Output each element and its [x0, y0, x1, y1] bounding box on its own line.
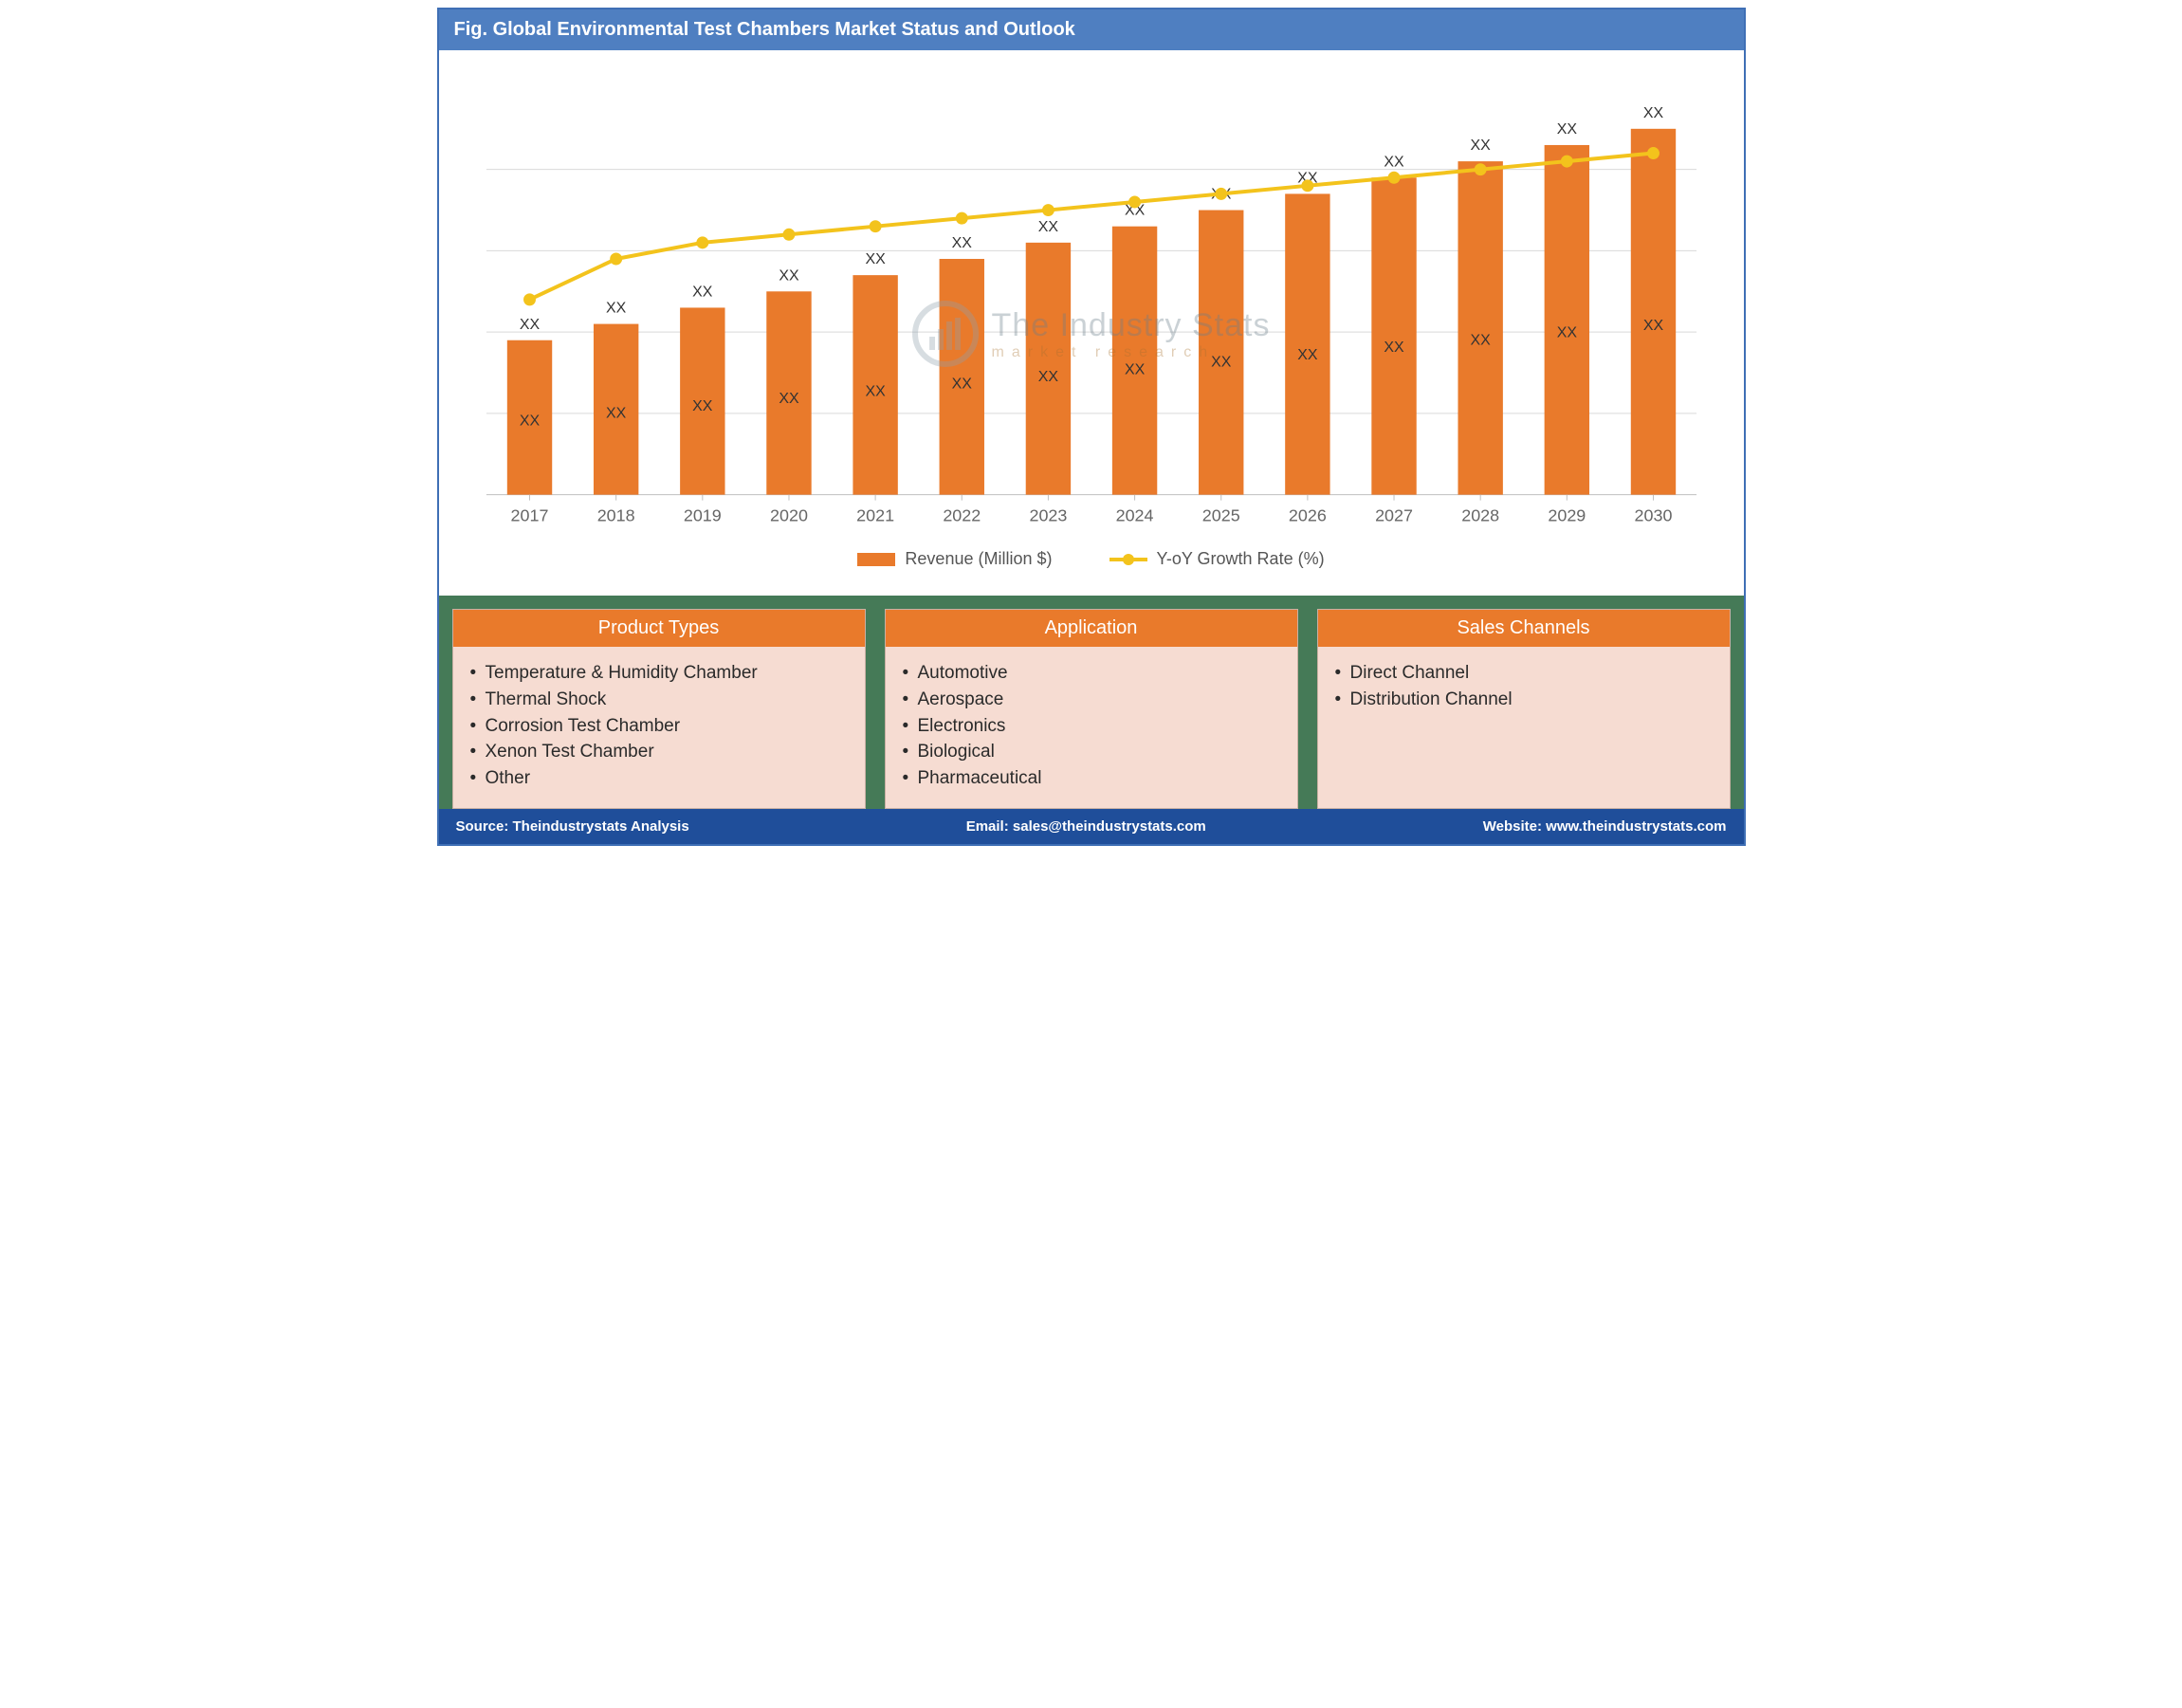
svg-text:2019: 2019	[683, 506, 721, 525]
category-panels: Product TypesTemperature & Humidity Cham…	[439, 596, 1744, 809]
svg-text:XX: XX	[1556, 121, 1577, 138]
list-item: Electronics	[903, 713, 1280, 740]
svg-text:XX: XX	[692, 398, 713, 414]
category-panel: Product TypesTemperature & Humidity Cham…	[452, 609, 866, 809]
svg-text:XX: XX	[865, 383, 886, 399]
legend-bar-swatch	[857, 553, 895, 566]
svg-text:2026: 2026	[1288, 506, 1326, 525]
legend-line-swatch	[1109, 553, 1147, 566]
svg-text:2018: 2018	[596, 506, 634, 525]
svg-text:2024: 2024	[1115, 506, 1153, 525]
svg-text:XX: XX	[692, 284, 713, 300]
svg-text:XX: XX	[951, 235, 972, 251]
panel-body: Direct ChannelDistribution Channel	[1318, 647, 1730, 808]
svg-text:2023: 2023	[1029, 506, 1067, 525]
combo-chart: XX XX 2017 XX XX 2018 XX XX 2019 XX XX 2020 XX XX 2021…	[468, 69, 1715, 542]
svg-text:XX: XX	[606, 406, 627, 422]
svg-text:XX: XX	[1037, 369, 1058, 385]
legend-line-label: Y-oY Growth Rate (%)	[1157, 549, 1325, 569]
figure-footer: Source: Theindustrystats Analysis Email:…	[439, 809, 1744, 844]
svg-text:XX: XX	[1642, 105, 1663, 121]
svg-text:XX: XX	[951, 376, 972, 393]
category-panel: Sales ChannelsDirect ChannelDistribution…	[1317, 609, 1731, 809]
legend-revenue: Revenue (Million $)	[857, 549, 1052, 569]
svg-text:2028: 2028	[1461, 506, 1499, 525]
list-item: Biological	[903, 739, 1280, 765]
chart-legend: Revenue (Million $) Y-oY Growth Rate (%)	[468, 542, 1715, 586]
svg-text:XX: XX	[1470, 332, 1491, 348]
legend-growth: Y-oY Growth Rate (%)	[1109, 549, 1325, 569]
list-item: Pharmaceutical	[903, 765, 1280, 792]
list-item: Aerospace	[903, 687, 1280, 713]
svg-text:XX: XX	[1556, 325, 1577, 341]
svg-text:XX: XX	[519, 317, 540, 333]
svg-text:XX: XX	[519, 413, 540, 429]
svg-text:XX: XX	[1124, 361, 1145, 377]
list-item: Xenon Test Chamber	[470, 739, 848, 765]
footer-email: Email: sales@theindustrystats.com	[966, 818, 1206, 835]
svg-text:XX: XX	[779, 391, 799, 407]
list-item: Automotive	[903, 660, 1280, 687]
svg-text:2030: 2030	[1634, 506, 1672, 525]
footer-website: Website: www.theindustrystats.com	[1483, 818, 1727, 835]
svg-text:2029: 2029	[1548, 506, 1586, 525]
svg-text:2025: 2025	[1201, 506, 1239, 525]
svg-text:XX: XX	[1384, 340, 1404, 356]
figure-title: Fig. Global Environmental Test Chambers …	[439, 9, 1744, 50]
list-item: Distribution Channel	[1335, 687, 1713, 713]
svg-text:2021: 2021	[856, 506, 894, 525]
list-item: Direct Channel	[1335, 660, 1713, 687]
list-item: Temperature & Humidity Chamber	[470, 660, 848, 687]
svg-text:2017: 2017	[510, 506, 548, 525]
svg-text:XX: XX	[865, 251, 886, 267]
svg-text:XX: XX	[606, 301, 627, 317]
svg-text:2027: 2027	[1375, 506, 1413, 525]
panel-header: Product Types	[453, 610, 865, 647]
panel-header: Application	[886, 610, 1297, 647]
svg-text:XX: XX	[1037, 219, 1058, 235]
svg-text:XX: XX	[1642, 318, 1663, 334]
legend-bar-label: Revenue (Million $)	[905, 549, 1052, 569]
svg-text:XX: XX	[1384, 154, 1404, 170]
svg-text:XX: XX	[1211, 355, 1232, 371]
svg-text:2020: 2020	[770, 506, 808, 525]
svg-text:XX: XX	[779, 267, 799, 284]
figure-container: Fig. Global Environmental Test Chambers …	[437, 8, 1746, 846]
list-item: Thermal Shock	[470, 687, 848, 713]
svg-text:XX: XX	[1297, 347, 1318, 363]
panel-header: Sales Channels	[1318, 610, 1730, 647]
chart-area: XX XX 2017 XX XX 2018 XX XX 2019 XX XX 2020 XX XX 2021…	[439, 50, 1744, 596]
category-panel: ApplicationAutomotiveAerospaceElectronic…	[885, 609, 1298, 809]
panel-body: Temperature & Humidity ChamberThermal Sh…	[453, 647, 865, 808]
list-item: Other	[470, 765, 848, 792]
svg-text:2022: 2022	[943, 506, 981, 525]
footer-source: Source: Theindustrystats Analysis	[456, 818, 689, 835]
list-item: Corrosion Test Chamber	[470, 713, 848, 740]
panel-body: AutomotiveAerospaceElectronicsBiological…	[886, 647, 1297, 808]
svg-text:XX: XX	[1470, 138, 1491, 154]
